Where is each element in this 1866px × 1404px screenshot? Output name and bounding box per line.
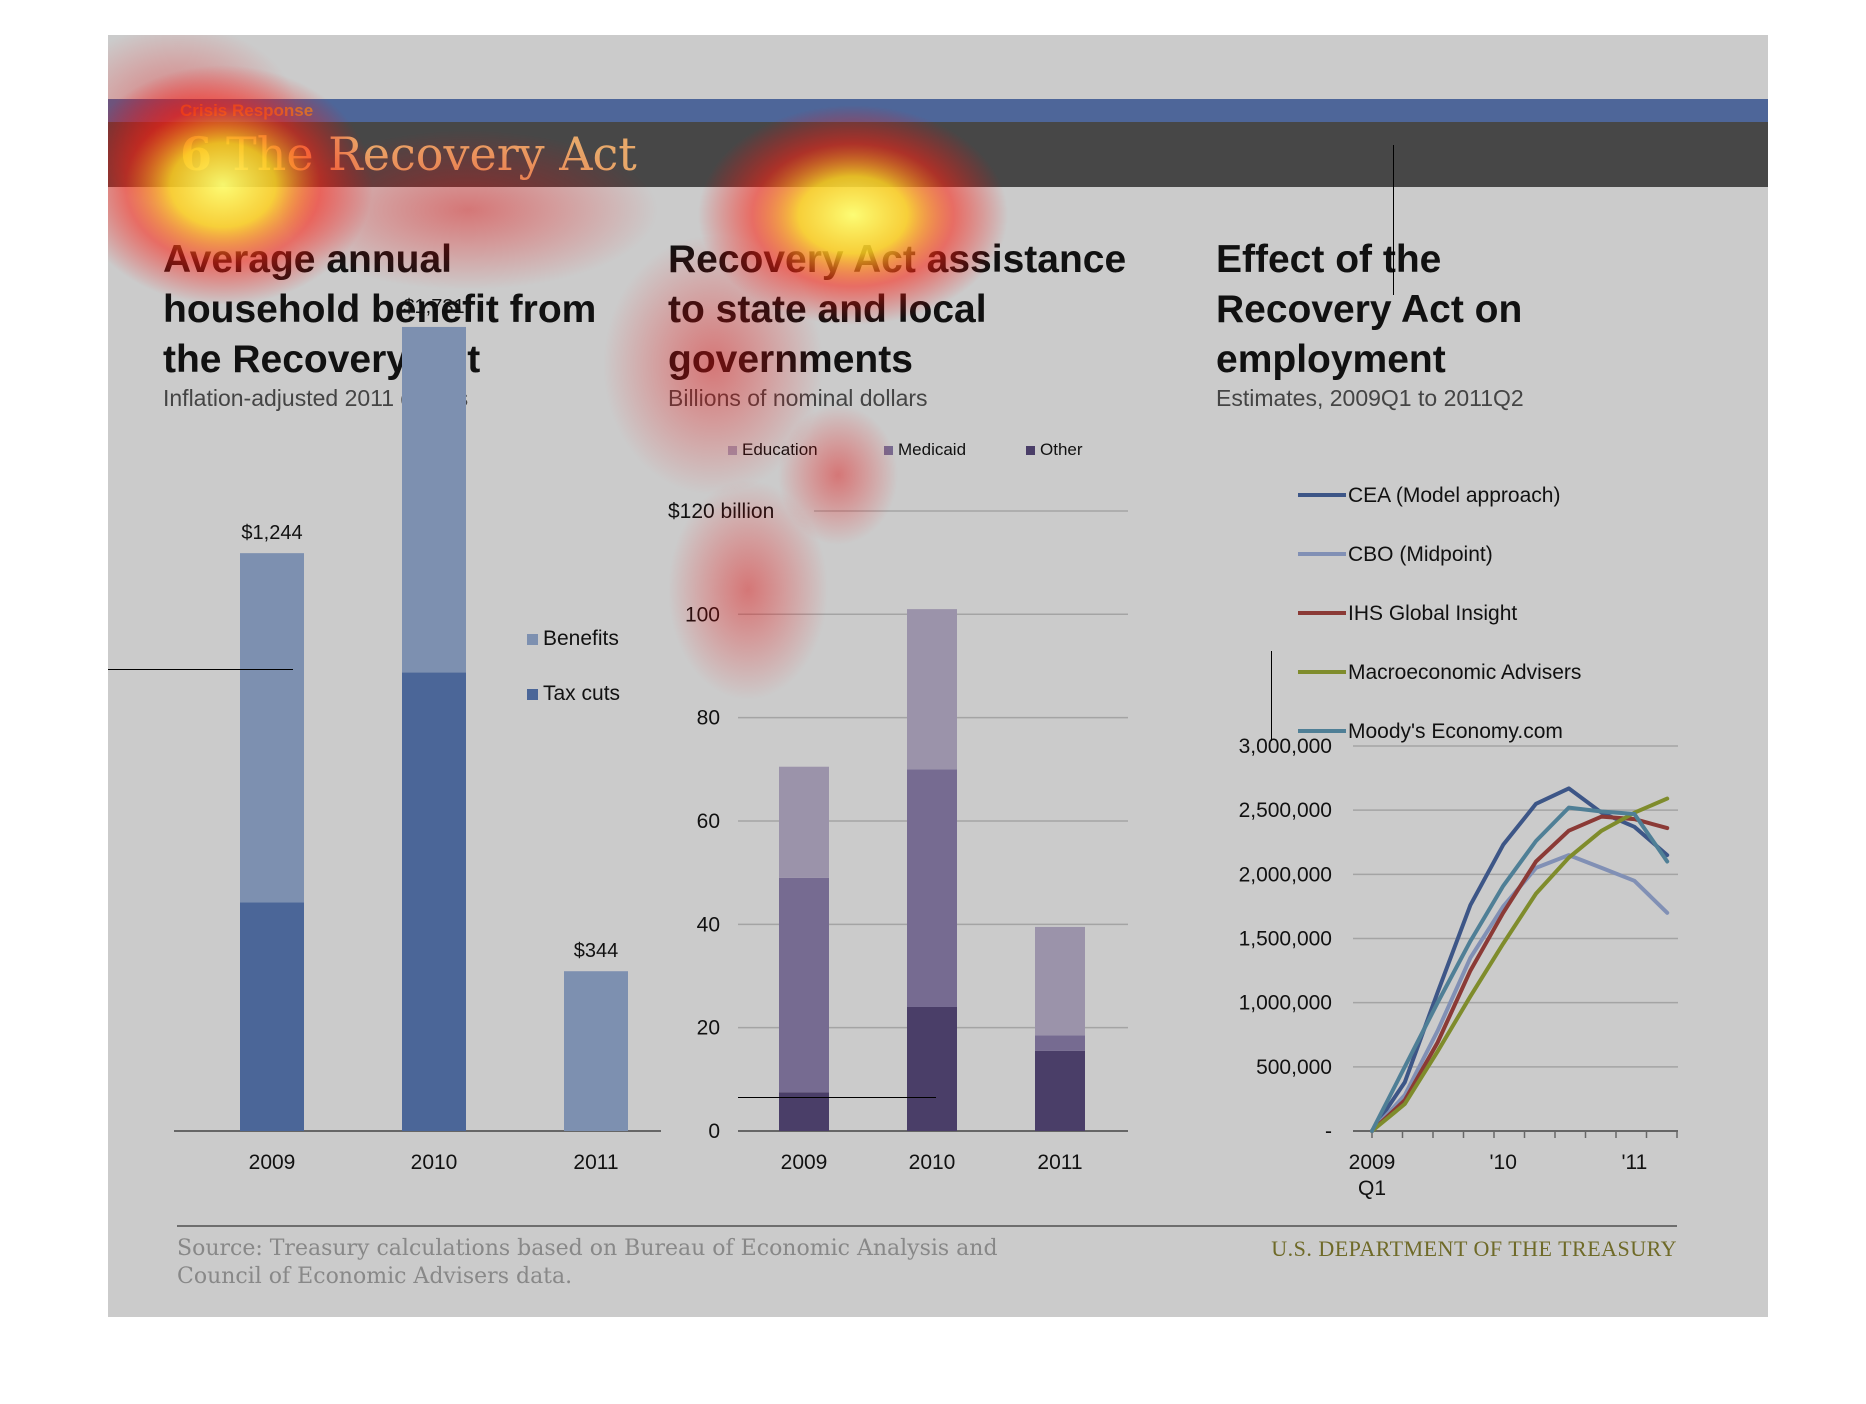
y-tick-label: 20 xyxy=(697,1017,720,1040)
y-tick-label: - xyxy=(1325,1120,1332,1143)
legend-label: Other xyxy=(1040,440,1083,459)
bar-other xyxy=(779,1092,829,1131)
annotation-stroke xyxy=(1271,651,1272,741)
y-tick-label: 1,500,000 xyxy=(1239,928,1332,951)
y-tick-label: 2,000,000 xyxy=(1239,863,1332,886)
x-tick-label: 2011 xyxy=(1037,1151,1082,1174)
series-line xyxy=(1370,796,1670,1133)
bar-total-label: $1,244 xyxy=(241,522,302,544)
annotation-stroke xyxy=(108,669,293,670)
y-tick-label: 500,000 xyxy=(1256,1056,1332,1079)
series-line xyxy=(1370,814,1670,1133)
bar-education xyxy=(1035,926,1085,1036)
x-tick-label: Q1 xyxy=(1358,1177,1386,1200)
legend-swatch xyxy=(1026,446,1035,455)
bar-medicaid xyxy=(779,877,829,1093)
bar-tax-cuts xyxy=(240,902,304,1131)
legend-label: Tax cuts xyxy=(543,682,620,705)
legend-label: CBO (Midpoint) xyxy=(1348,543,1493,566)
y-tick-label: 40 xyxy=(697,913,720,936)
x-tick-label: 2010 xyxy=(909,1151,956,1174)
annotation-stroke xyxy=(738,1097,936,1098)
treasury-wordmark: U.S. DEPARTMENT OF THE TREASURY xyxy=(1271,1236,1677,1261)
x-tick-label: 2011 xyxy=(573,1151,618,1174)
annotation-stroke xyxy=(1393,145,1394,295)
chart3-subtitle: Estimates, 2009Q1 to 2011Q2 xyxy=(1216,385,1524,411)
x-tick-label: '10 xyxy=(1490,1151,1517,1174)
bar-total-label: $1,731 xyxy=(403,296,464,318)
chart3-title: Effect of the Recovery Act on employment xyxy=(1216,238,1523,381)
series-line xyxy=(1370,853,1670,1133)
bar-other xyxy=(1035,1050,1085,1131)
legend-label: Benefits xyxy=(543,627,619,650)
bar-benefits xyxy=(240,553,304,903)
bar-education xyxy=(779,766,829,878)
x-tick-label: 2009 xyxy=(1349,1151,1396,1174)
x-tick-label: 2010 xyxy=(411,1151,458,1174)
y-tick-label: 60 xyxy=(697,810,720,833)
x-tick-label: 2009 xyxy=(781,1151,828,1174)
x-tick-label: 2009 xyxy=(249,1151,296,1174)
bar-other xyxy=(907,1006,957,1131)
y-tick-label: 2,500,000 xyxy=(1239,799,1332,822)
y-tick-label: 3,000,000 xyxy=(1239,735,1332,758)
bar-benefits xyxy=(564,971,628,1131)
bar-benefits xyxy=(402,326,466,673)
legend-label: IHS Global Insight xyxy=(1348,602,1517,625)
legend-swatch xyxy=(527,634,538,645)
bar-total-label: $344 xyxy=(574,940,619,962)
legend-label: CEA (Model approach) xyxy=(1348,484,1560,507)
y-tick-label: 80 xyxy=(697,707,720,730)
x-tick-label: '11 xyxy=(1621,1151,1647,1174)
footer-rule xyxy=(177,1225,1677,1227)
bar-medicaid xyxy=(907,769,957,1007)
legend-label: Moody's Economy.com xyxy=(1348,720,1563,743)
y-tick-label: 1,000,000 xyxy=(1239,992,1332,1015)
series-line xyxy=(1370,805,1670,1133)
legend-label: Macroeconomic Advisers xyxy=(1348,661,1581,684)
bar-education xyxy=(907,609,957,770)
legend-label: Medicaid xyxy=(898,440,966,459)
bar-medicaid xyxy=(1035,1035,1085,1051)
chart-household-benefit: $1,244 2009 $1,731 2010 $344 2011 Benefits Tax … xyxy=(174,296,661,1174)
chart-employment-effect: - 500,000 1,000,000 1,500,000 2,000,000 2,500… xyxy=(1239,484,1678,1200)
source-note: Source: Treasury calculations based on B… xyxy=(177,1236,998,1289)
slide: Crisis Response 6 The Recovery Act Averag… xyxy=(108,35,1768,1317)
bar-tax-cuts xyxy=(402,672,466,1131)
y-tick-label: 0 xyxy=(708,1120,720,1143)
legend-swatch xyxy=(527,689,538,700)
